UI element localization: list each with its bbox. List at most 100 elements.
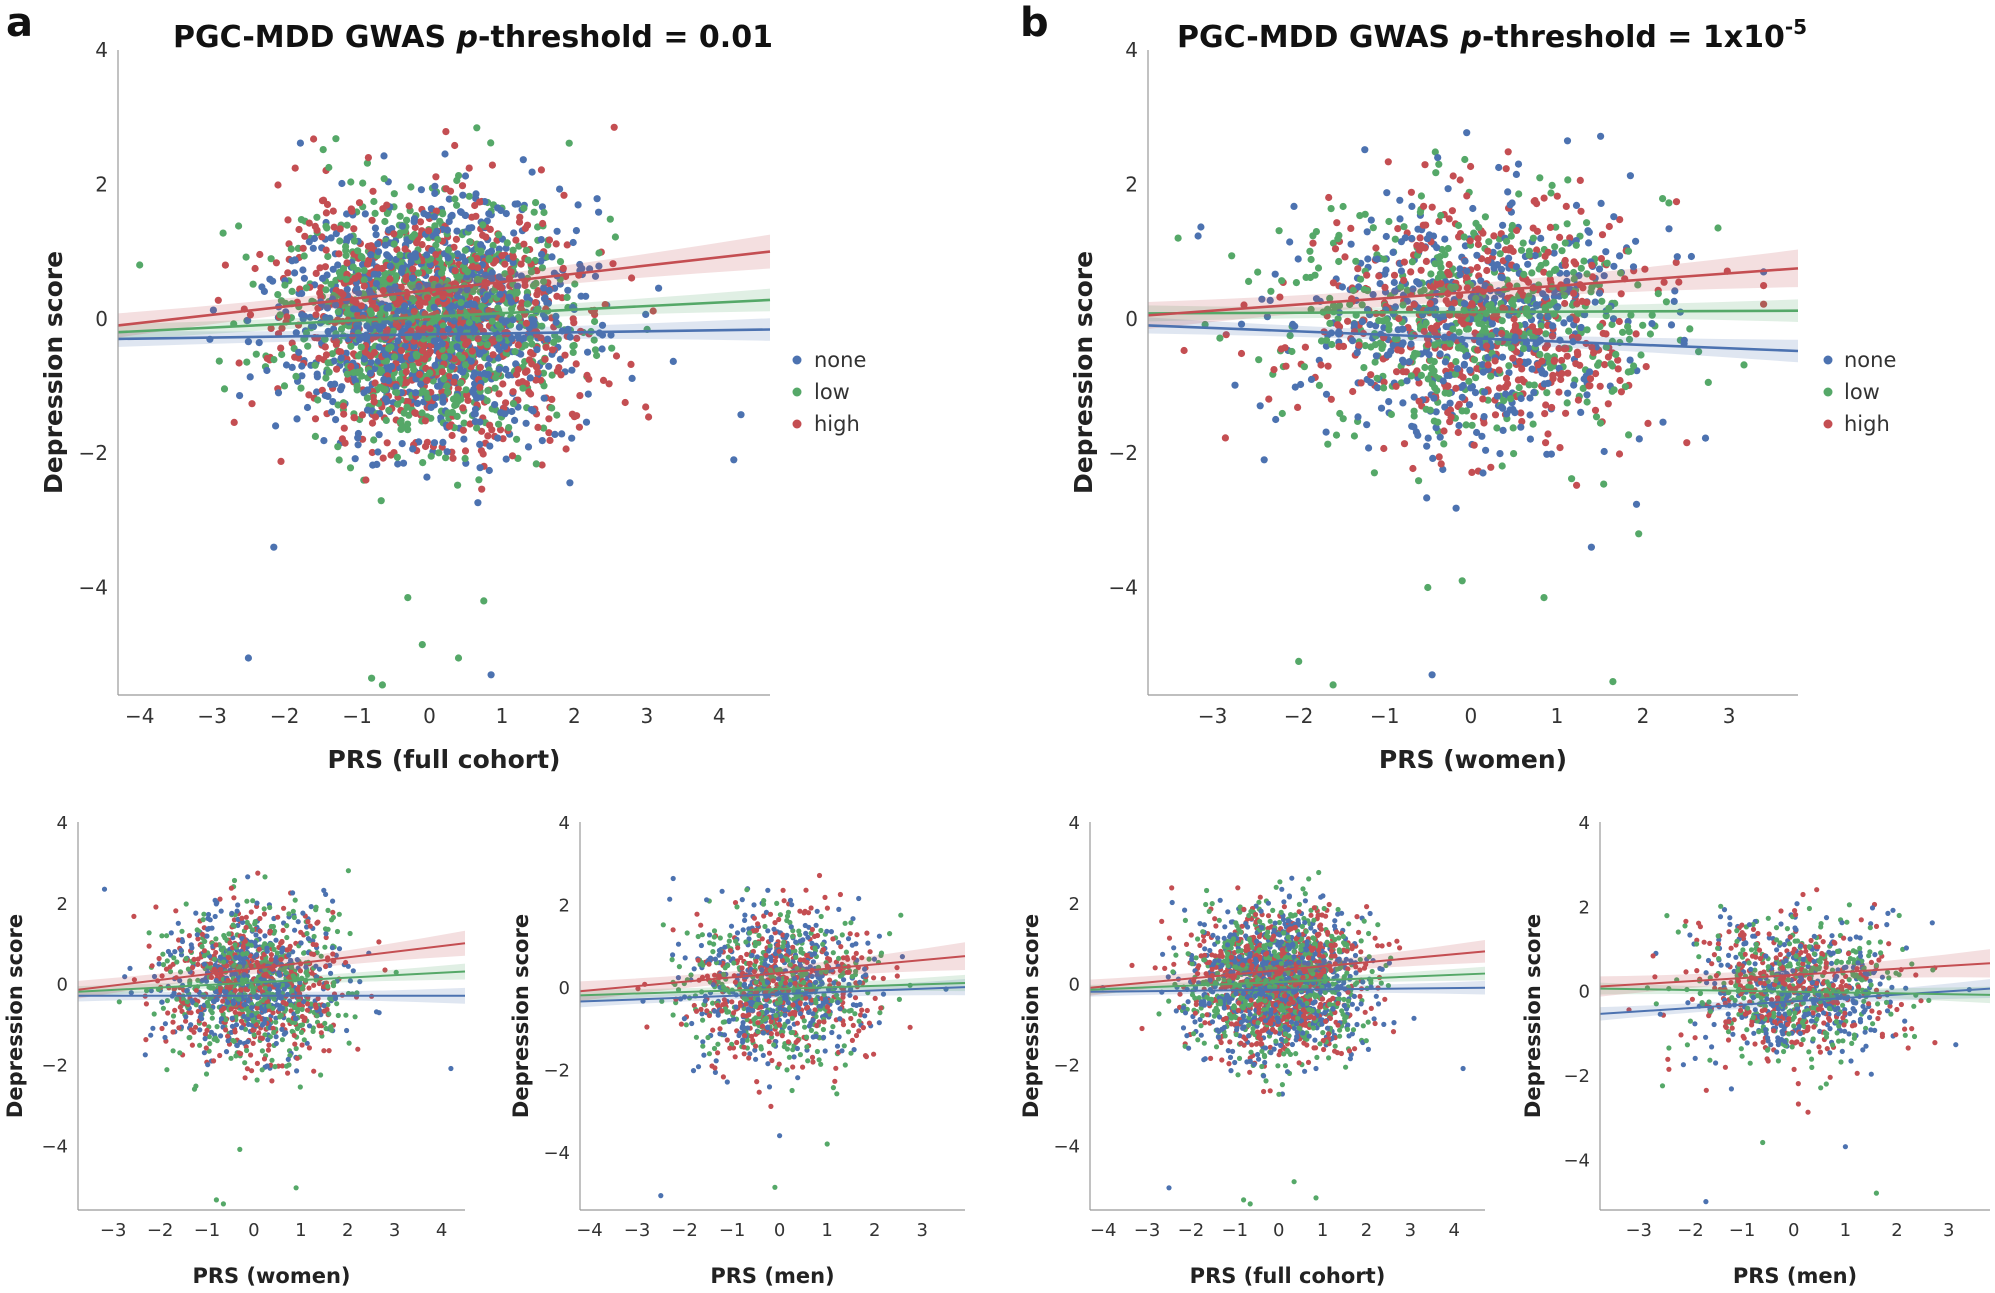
b_main-point-none [1687, 252, 1695, 261]
b_main-point-low [1592, 413, 1601, 421]
a_main-point-high [459, 404, 467, 412]
a_women-point-high [153, 904, 159, 910]
a_main-point-high [330, 223, 338, 231]
b_main-point-high [1270, 366, 1278, 374]
b_main-point-none [1469, 204, 1477, 213]
a_main-point-high [628, 274, 636, 282]
a_women-point-low [345, 868, 351, 874]
a_women-point-none [223, 1049, 230, 1055]
b_main-point-high [1601, 361, 1609, 369]
b_main-point-low [1461, 155, 1469, 164]
b_main-point-high [1546, 223, 1554, 231]
b_main-point-none [1479, 368, 1487, 376]
a_main-point-high [621, 398, 629, 407]
a_main-point-low [453, 393, 461, 401]
a_main-point-high [315, 354, 323, 362]
b_main-point-high [1479, 395, 1487, 403]
a_main-point-high [573, 334, 581, 342]
a_main-point-high [546, 436, 554, 444]
a_main-point-high [322, 209, 330, 217]
a_main-outlier-none [270, 543, 278, 551]
b_main-point-low [1619, 328, 1627, 336]
a_main-point-low [590, 336, 598, 344]
b_main-point-high [1642, 363, 1650, 371]
a_main-point-none [431, 361, 439, 369]
a_main-point-none [374, 448, 382, 456]
b_main-point-none [1531, 252, 1539, 260]
b_main-point-low [1464, 325, 1472, 333]
a_main-point-low [473, 424, 481, 432]
b_main-point-high [1281, 344, 1289, 352]
b_main-point-low [1520, 270, 1528, 278]
a_main-point-none [443, 226, 452, 234]
b_main-point-low [1278, 277, 1286, 285]
b_main-point-none [1526, 435, 1534, 443]
b_main-point-low [1437, 263, 1445, 271]
a_main-point-high [321, 343, 329, 351]
b_main-point-none [1512, 263, 1520, 271]
a_main-point-none [495, 365, 503, 373]
a_main-point-low [327, 280, 335, 288]
a_main-point-high [479, 450, 487, 458]
b_main-outlier-none [1428, 671, 1436, 679]
a_main-x-tick: 1 [496, 704, 509, 728]
b_main-point-none [1197, 223, 1205, 231]
a_women-point-high [314, 920, 320, 926]
a_women-point-none [321, 1003, 327, 1009]
a_main-point-high [492, 257, 500, 265]
a_main-point-none [572, 227, 581, 235]
a_main-point-low [457, 379, 465, 387]
a_main-point-low [304, 342, 312, 350]
b_main-point-high [1420, 202, 1428, 210]
a_main-point-low [475, 476, 483, 484]
b_main-point-low [1594, 361, 1602, 369]
b_main-point-high [1422, 221, 1430, 229]
b_main-point-none [1577, 408, 1585, 416]
a_main-point-none [380, 152, 388, 160]
a_main-point-low [426, 369, 434, 377]
b_main-point-high [1555, 388, 1563, 396]
b_main-point-high [1347, 224, 1355, 232]
b_main-point-low [1275, 227, 1283, 235]
a_women-point-low [301, 950, 307, 956]
b_main-point-low [1417, 192, 1425, 200]
b_main-point-none [1364, 255, 1372, 263]
b_main-point-low [1475, 223, 1483, 231]
b_main-point-none [1231, 381, 1239, 389]
a_women-point-high [149, 963, 155, 969]
b_main-point-low [1686, 325, 1694, 333]
a_main-point-low [297, 216, 305, 224]
b_main-point-none [1480, 413, 1488, 421]
a_main-point-none [334, 261, 342, 269]
b_main-point-none [1572, 201, 1581, 209]
b_main-point-high [1538, 357, 1546, 365]
b_main-point-none [1403, 377, 1411, 385]
a_main-point-low [442, 454, 450, 462]
a_main-point-low [347, 178, 355, 186]
b_main-point-none [1602, 248, 1610, 256]
a_main-point-none [476, 440, 484, 448]
b_main-point-low [1481, 213, 1489, 221]
a_women-point-high [269, 1078, 275, 1084]
b_main-y-tick: 4 [1125, 38, 1138, 62]
b_main-point-low [1315, 381, 1323, 389]
b_main-point-none [1584, 227, 1592, 235]
b_main-point-none [1610, 262, 1618, 270]
b_main-point-low [1503, 237, 1511, 245]
b_main-point-low [1493, 424, 1501, 432]
b_main-point-none [1517, 423, 1525, 431]
b_main-point-high [1237, 349, 1246, 358]
a_main-point-high [445, 422, 454, 430]
a_main-point-high [560, 191, 568, 199]
b_main-point-high [1437, 460, 1445, 468]
b_main-point-low [1465, 377, 1473, 385]
b_main-point-low [1485, 238, 1493, 246]
b_main-point-none [1585, 239, 1593, 247]
b_main-point-high [1447, 413, 1455, 421]
b_main-point-high [1541, 252, 1549, 260]
a_main-point-none [298, 362, 306, 370]
b_main-point-high [1502, 374, 1511, 382]
a_main-point-high [488, 426, 496, 434]
b_main-point-high [1445, 260, 1453, 269]
b_main-point-none [1481, 388, 1489, 396]
